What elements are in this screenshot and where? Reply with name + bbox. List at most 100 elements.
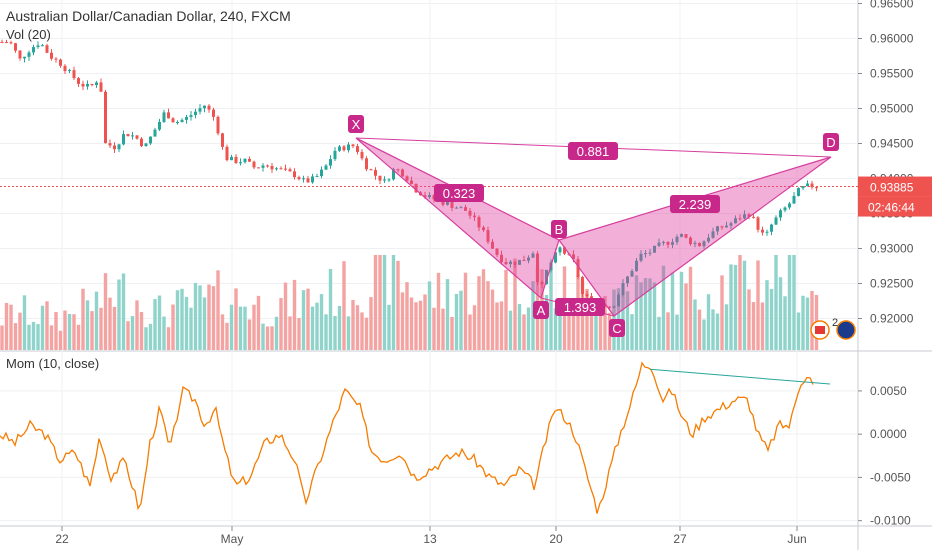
volume-bar [103,273,108,350]
point-label-d-text: D [826,135,835,150]
candle-body [473,215,476,218]
candle-body [108,143,112,146]
candle-body [684,234,688,238]
volume-bar [135,300,139,350]
volume-bar [175,290,180,350]
candle-body [194,111,197,116]
candle-body [504,261,508,265]
volume-bar [315,302,319,350]
candle-body [86,83,89,87]
volume-bar [117,279,121,350]
candle-body [320,169,323,177]
volume-bar [477,276,481,350]
candle-body [261,165,265,168]
volume-bar [76,324,81,350]
volume-bar [436,272,441,350]
candle-body [459,207,463,209]
candle-body [770,224,773,232]
volume-bar [265,326,270,350]
price-tick-label: 0.95500 [870,67,914,81]
ratio-xb: 0.323 [434,184,484,202]
point-label-x: X [348,115,364,133]
candle-body [635,260,638,272]
countdown-value: 02:46:44 [868,201,915,215]
harmonic-pattern[interactable]: X A B C D 0.323 1.393 2.239 0.881 [348,115,839,337]
volume-bar [472,305,477,350]
candle-body [207,105,211,110]
volume-bar [292,279,297,350]
volume-bar [13,323,18,350]
candle-body [653,245,656,253]
volume-bar [4,302,9,350]
volume-bar [67,313,72,350]
candle-body [5,42,8,44]
volume-bar [355,305,360,350]
candle-body [806,183,809,187]
candle-body [144,143,148,147]
candle-body [810,183,814,188]
candle-body [72,70,76,79]
candle-body [788,203,791,208]
candle-body [63,65,67,72]
candle-body [167,112,170,119]
volume-bar [751,302,756,350]
candle-body [756,217,760,230]
candle-body [752,216,755,218]
candle-body [365,158,368,170]
candle-body [257,167,260,169]
volume-bar [189,307,193,350]
volume-bar [648,278,652,350]
volume-bar [567,302,571,350]
point-label-b-bg [551,220,567,238]
candle-body [468,210,472,216]
candle-body [171,118,175,123]
candle-body [266,165,269,167]
momentum-layer [0,361,831,514]
volume-bar [40,305,45,350]
candle-body [234,156,238,163]
time-tick-label: 27 [673,532,687,546]
candle-body [18,50,22,59]
point-label-d: D [823,133,839,151]
volume-bar [409,297,414,350]
volume-bar [603,296,607,350]
point-label-b-text: B [555,222,564,237]
candle-body [306,178,310,183]
candle-body [347,144,350,151]
volume-bar [702,319,706,350]
candle-body [716,226,719,232]
volume-bar [796,312,801,350]
candle-body [783,207,787,211]
candle-body [698,242,701,247]
candle-body [675,236,679,243]
volume-bar [252,304,256,350]
candle-body [270,165,274,170]
volume-bar [121,273,126,350]
volume-bar [288,316,292,350]
candle-body [563,247,566,254]
volume-bar [805,297,810,350]
candle-body [671,242,674,245]
candle-body [774,217,778,225]
symbol-title: Australian Dollar/Canadian Dollar, 240, … [6,8,291,24]
momentum-tick-label: -0.0100 [870,514,911,528]
volume-bar [783,296,787,350]
candle-body [131,135,134,137]
volume-bar [36,324,40,350]
candle-body [540,281,544,285]
point-label-d-bg [823,133,839,151]
volume-bar [391,255,396,350]
volume-bar [400,292,405,350]
volume-bar [112,306,117,350]
point-label-a-bg [533,301,549,319]
volume-bar [58,330,63,350]
volume-bar [693,299,697,350]
volume-bar [792,255,796,350]
volume-bar [387,304,391,350]
candle-body [252,161,256,168]
volume-bar [810,290,814,350]
point-label-c-bg [609,319,625,337]
volume-bar [301,290,306,350]
